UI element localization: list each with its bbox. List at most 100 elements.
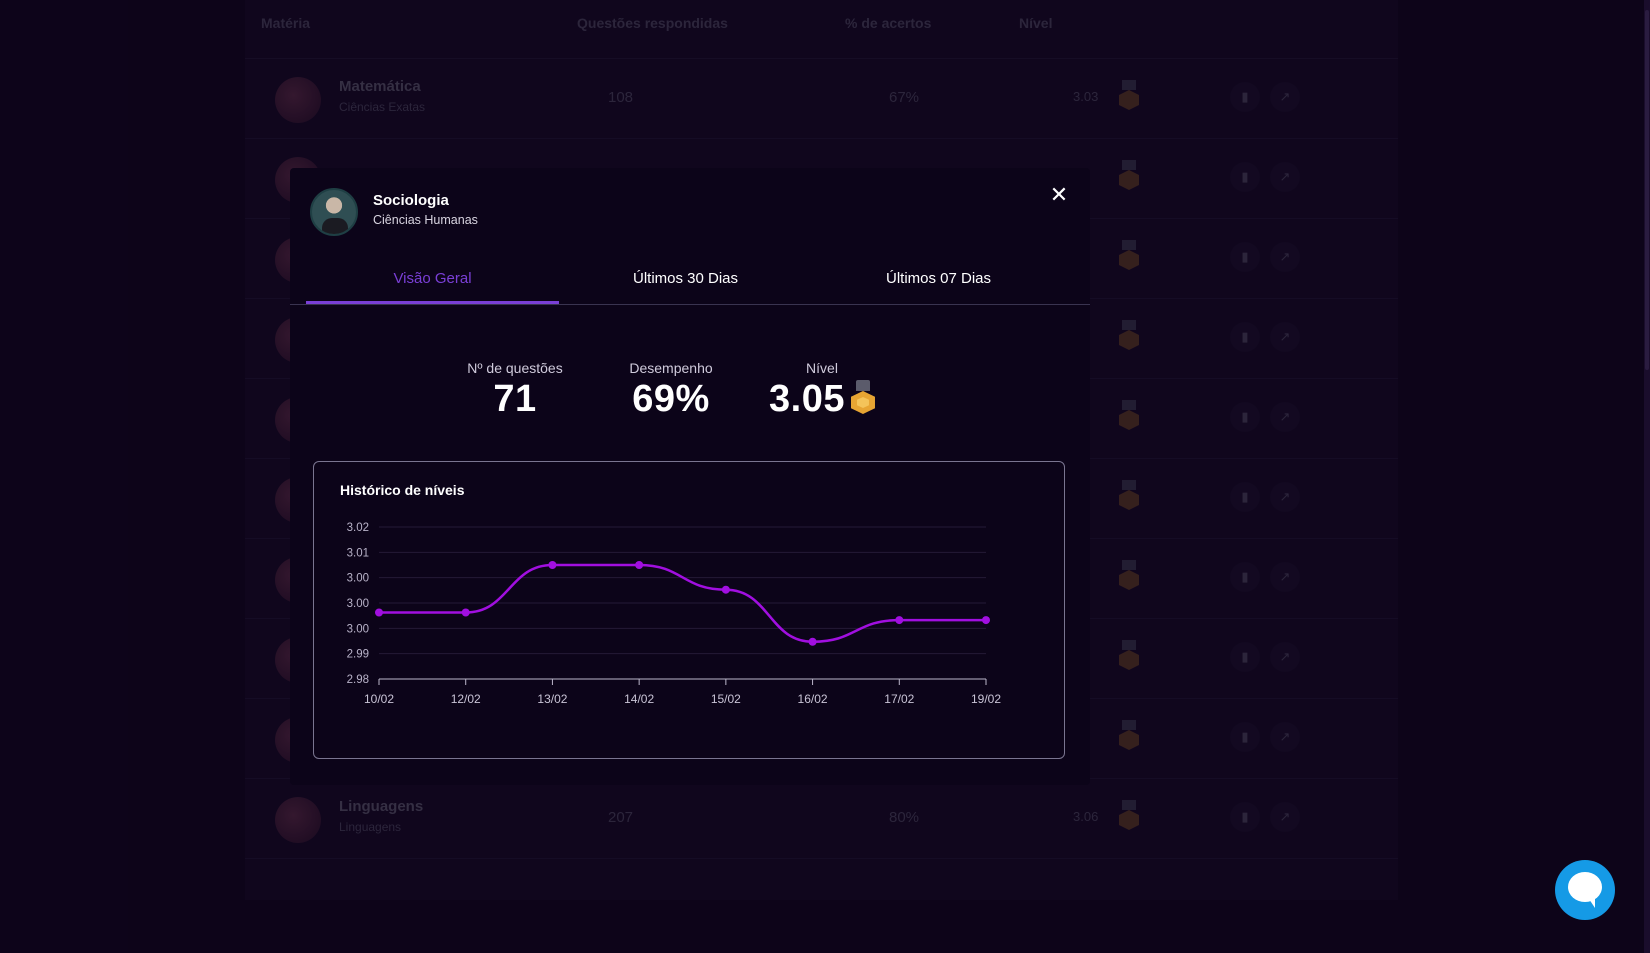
modal-subtitle: Ciências Humanas	[373, 213, 478, 227]
header-questions: Questões respondidas	[577, 15, 728, 31]
medal-icon	[1118, 240, 1140, 272]
bar-chart-icon[interactable]: ▮	[1230, 322, 1260, 352]
header-accuracy: % de acertos	[845, 15, 932, 31]
questions-count: 207	[608, 809, 634, 826]
chat-bubble-icon	[1568, 872, 1602, 902]
stat-level-value: 3.05	[769, 378, 845, 420]
table-row: Linguagens Linguagens 207 80% 3.06 ▮ ↗	[245, 778, 1398, 859]
x-tick-label: 15/02	[711, 692, 741, 706]
level-value: 3.06	[1073, 809, 1099, 824]
modal-title: Sociologia	[373, 192, 449, 209]
data-point	[635, 561, 644, 569]
chat-button[interactable]	[1555, 860, 1615, 920]
bar-chart-icon[interactable]: ▮	[1230, 722, 1260, 752]
medal-icon	[1118, 320, 1140, 352]
x-tick-label: 16/02	[798, 692, 828, 706]
bar-chart-icon[interactable]: ▮	[1230, 402, 1260, 432]
external-link-icon[interactable]: ↗	[1270, 322, 1300, 352]
tab-last-07-days[interactable]: Últimos 07 Dias	[885, 270, 992, 287]
external-link-icon[interactable]: ↗	[1270, 722, 1300, 752]
stat-performance: Desempenho 69%	[616, 360, 726, 421]
data-point	[808, 637, 817, 646]
external-link-icon[interactable]: ↗	[1270, 802, 1300, 832]
level-history-chart: Histórico de níveis 3.02 3.01 3.00 3.00 3.00…	[313, 461, 1065, 759]
chart-canvas: 3.02 3.01 3.00 3.00 3.00 2.99 2.98 10/02 12/02 13…	[347, 522, 1002, 706]
medal-icon	[1118, 160, 1140, 192]
subject-area: Linguagens	[339, 820, 402, 834]
gold-medal-icon	[850, 379, 875, 414]
medal-icon	[1118, 80, 1140, 112]
bar-chart-icon[interactable]: ▮	[1230, 482, 1260, 512]
tab-overview[interactable]: Visão Geral	[306, 264, 559, 304]
modal-tabs: Visão Geral Últimos 30 Dias Últimos 07 D…	[290, 264, 1090, 305]
chat-bubble-tail	[1587, 896, 1595, 908]
header-level: Nível	[1019, 15, 1053, 31]
level-value: 3.03	[1073, 89, 1099, 104]
stat-level: Nível 3.05	[752, 360, 892, 421]
medal-icon	[1118, 720, 1140, 752]
page-scrollbar[interactable]	[1644, 0, 1650, 953]
y-tick-label: 2.99	[347, 649, 369, 661]
data-point	[548, 561, 557, 569]
medal-icon	[1118, 400, 1140, 432]
external-link-icon[interactable]: ↗	[1270, 562, 1300, 592]
questions-count: 108	[608, 89, 634, 106]
stat-questions: Nº de questões 71	[460, 360, 570, 421]
subject-avatar	[310, 188, 358, 236]
table-row: Matemática Ciências Exatas 108 67% 3.03 ▮ ↗	[245, 58, 1398, 139]
bar-chart-icon[interactable]: ▮	[1230, 162, 1260, 192]
external-link-icon[interactable]: ↗	[1270, 642, 1300, 672]
medal-icon	[1118, 480, 1140, 512]
bar-chart-icon[interactable]: ▮	[1230, 82, 1260, 112]
bar-chart-icon[interactable]: ▮	[1230, 642, 1260, 672]
x-tick-label: 14/02	[624, 692, 654, 706]
x-tick-label: 12/02	[451, 692, 481, 706]
accuracy-pct: 67%	[889, 89, 920, 106]
data-point	[461, 608, 470, 617]
scrollbar-thumb[interactable]	[1645, 10, 1649, 370]
stat-performance-label: Desempenho	[629, 360, 713, 376]
close-icon[interactable]: ✕	[1049, 182, 1069, 207]
data-point	[375, 608, 383, 617]
bar-chart-icon[interactable]: ▮	[1230, 562, 1260, 592]
x-tick-label: 19/02	[971, 692, 1001, 706]
y-tick-label: 3.01	[347, 547, 369, 559]
accuracy-pct: 80%	[889, 809, 920, 826]
stat-performance-value: 69%	[632, 378, 710, 420]
data-point	[721, 585, 730, 594]
y-tick-label: 3.02	[347, 522, 369, 534]
x-tick-label: 13/02	[537, 692, 567, 706]
medal-icon	[1118, 560, 1140, 592]
y-tick-label: 3.00	[347, 623, 369, 635]
stat-level-value-wrap: 3.05	[752, 378, 892, 421]
subject-avatar	[275, 77, 321, 123]
external-link-icon[interactable]: ↗	[1270, 482, 1300, 512]
external-link-icon[interactable]: ↗	[1270, 242, 1300, 272]
subject-name: Matemática	[339, 78, 421, 95]
external-link-icon[interactable]: ↗	[1270, 82, 1300, 112]
medal-icon	[1118, 800, 1140, 832]
external-link-icon[interactable]: ↗	[1270, 162, 1300, 192]
table-header: Matéria Questões respondidas % de acerto…	[245, 0, 1398, 59]
stat-level-label: Nível	[806, 360, 838, 376]
y-tick-label: 3.00	[347, 573, 369, 585]
x-tick-label: 17/02	[884, 692, 914, 706]
subject-avatar	[275, 797, 321, 843]
data-point	[895, 616, 904, 625]
y-tick-label: 3.00	[347, 598, 369, 610]
subject-name: Linguagens	[339, 798, 424, 815]
series-line	[378, 563, 986, 644]
tab-last-30-days[interactable]: Últimos 30 Dias	[632, 270, 739, 287]
y-tick-label: 2.98	[347, 674, 369, 686]
stat-questions-value: 71	[493, 378, 537, 420]
medal-icon	[1118, 640, 1140, 672]
x-tick-label: 10/02	[364, 692, 394, 706]
external-link-icon[interactable]: ↗	[1270, 402, 1300, 432]
bar-chart-icon[interactable]: ▮	[1230, 242, 1260, 272]
bar-chart-icon[interactable]: ▮	[1230, 802, 1260, 832]
subject-area: Ciências Exatas	[339, 100, 426, 114]
subject-stats-modal: Sociologia Ciências Humanas ✕ Visão Gera…	[290, 168, 1090, 785]
stat-questions-label: Nº de questões	[467, 360, 563, 376]
chart-title: Histórico de níveis	[340, 482, 465, 498]
header-subject: Matéria	[261, 15, 311, 31]
